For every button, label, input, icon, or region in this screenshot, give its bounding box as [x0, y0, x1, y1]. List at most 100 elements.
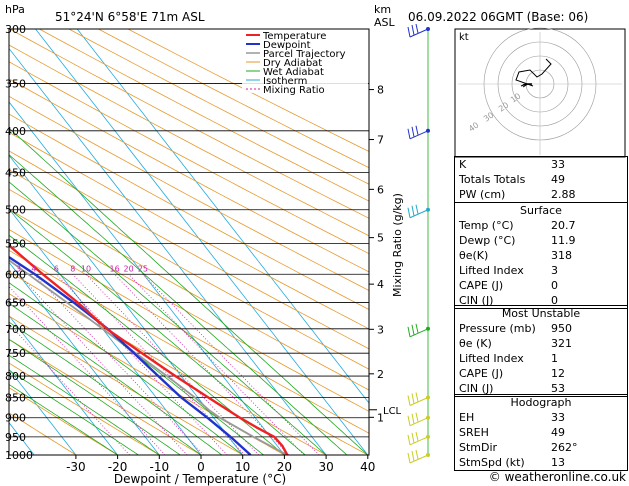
wind-barb: [407, 125, 430, 140]
temperature-tick-label: -20: [108, 460, 128, 474]
pressure-tick-label: 700: [5, 323, 26, 336]
table-row: PW (cm) 2.88: [459, 188, 576, 201]
temperature-tick-label: 40: [360, 460, 375, 474]
copyright: © weatheronline.co.uk: [489, 470, 626, 484]
wind-barb: [407, 412, 430, 427]
dry-adiabat-line: [68, 29, 369, 185]
table-row: CIN (J) 0: [459, 294, 558, 307]
mixing-ratio-label: 20: [124, 264, 134, 273]
mixing-ratio-line: [9, 322, 130, 455]
isotherm-line: [9, 261, 160, 455]
pressure-tick-label: 550: [5, 237, 26, 250]
pressure-tick-label: 800: [5, 370, 26, 383]
wet-adiabat-line: [9, 338, 181, 455]
wet-adiabat-line: [9, 234, 285, 455]
wet-adiabat-line: [9, 369, 139, 455]
hodograph-trace: [515, 58, 552, 87]
dry-adiabat-line: [39, 29, 369, 202]
pressure-tick-label: 450: [5, 166, 26, 179]
x-axis-title: Dewpoint / Temperature (°C): [114, 472, 286, 486]
series-line-temperature: [9, 243, 289, 455]
temperature-tick-label: -30: [66, 460, 86, 474]
height-tick-label: 8: [377, 84, 384, 97]
pressure-tick-label: 500: [5, 204, 26, 217]
height-tick-label: 6: [377, 183, 384, 196]
height-tick-label: 3: [377, 323, 384, 336]
legend-temperature: Temperature: [262, 31, 326, 42]
dry-adiabat-line: [9, 387, 118, 455]
legend-mixing-ratio: Mixing Ratio: [263, 85, 325, 96]
height-tick-label: 5: [377, 232, 384, 245]
pressure-tick-label: 1000: [5, 449, 33, 462]
wind-barb: [407, 204, 430, 219]
dry-adiabat-line: [98, 29, 369, 169]
mixing-ratio-label: 3: [16, 264, 21, 273]
mixing-ratio-line: [56, 274, 228, 455]
table-row: θe (K) 321: [459, 337, 572, 350]
table-row: StmDir 262°: [459, 441, 578, 454]
pressure-tick-label: 900: [5, 412, 26, 425]
temperature-tick-label: -10: [149, 460, 169, 474]
table-row: K 33: [459, 158, 565, 171]
isotherm-line: [9, 101, 285, 455]
dry-adiabat-line: [9, 315, 243, 455]
dry-adiabat-line: [9, 44, 369, 237]
mixing-ratio-label: 6: [54, 264, 59, 273]
table-row: EH 33: [459, 411, 565, 424]
mixing-ratio-label: 25: [138, 264, 148, 273]
table-row: Lifted Index 1: [459, 352, 558, 365]
legend-dewpoint: Dewpoint: [263, 40, 311, 51]
hodograph: kt 10 20 30 40: [454, 27, 626, 158]
profiles: [9, 243, 289, 455]
pressure-tick-label: 650: [5, 297, 26, 310]
dry-adiabat-line: [9, 293, 285, 455]
isotherm-line: [35, 29, 369, 455]
indices-table: K 33 Totals Totals 49 PW (cm) 2.88: [455, 157, 625, 202]
isobars: [9, 28, 369, 456]
hodograph-table-title: Hodograph: [510, 396, 572, 409]
table-row: Totals Totals 49: [459, 173, 565, 186]
hodograph-table: EH 33 SREH 49 StmDir 262° StmSpd (kt) 13: [455, 410, 625, 470]
pressure-tick-label: 750: [5, 347, 26, 360]
mixing-ratio-label: 16: [110, 264, 120, 273]
dry-adiabat-line: [127, 29, 369, 152]
table-row: CIN (J) 53: [459, 382, 565, 395]
pressure-tick-label: 850: [5, 391, 26, 404]
wet-adiabat-line: [9, 383, 118, 455]
series-line-dewpoint: [9, 255, 252, 455]
hodograph-kt-label: kt: [459, 32, 469, 43]
mixing-ratio-line: [18, 274, 188, 455]
date-title: 06.09.2022 06GMT (Base: 06): [408, 10, 588, 24]
unstable-box: Most Unstable Pressure (mb) 950 θe (K) 321…: [454, 305, 628, 397]
dry-adiabat-line: [9, 78, 369, 273]
isotherm-line: [9, 315, 118, 455]
legend: Temperature Dewpoint Parcel Trajectory D…: [242, 30, 368, 96]
dry-adiabat-line: [9, 29, 369, 219]
wind-barbs: [407, 23, 430, 464]
isotherm-line: [9, 47, 327, 455]
table-row: θe(K) 318: [459, 249, 572, 262]
pressure-axis: 300 350 400 450 500 550 600 650 700 750 800 850 900 9…: [5, 23, 33, 462]
pressure-tick-label: 400: [5, 125, 26, 138]
hodograph-table-box: Hodograph EH 33 SREH 49 StmDir 262° StmSpd …: [454, 394, 628, 471]
wind-barb: [407, 449, 430, 464]
legend-isotherm: Isotherm: [263, 76, 307, 87]
legend-parcel: Parcel Trajectory: [263, 49, 346, 60]
legend-wet-adiabat: Wet Adiabat: [263, 67, 324, 78]
wet-adiabat-line: [9, 259, 264, 455]
indices-box: K 33 Totals Totals 49 PW (cm) 2.88: [454, 156, 628, 203]
unstable-table: Pressure (mb) 950 θe (K) 321 Lifted Index 1…: [455, 321, 625, 396]
dry-adiabat-line: [9, 61, 369, 255]
wind-barb: [407, 23, 430, 38]
height-tick-label: 7: [377, 134, 384, 147]
height-tick-label: 4: [377, 278, 384, 291]
wet-adiabat-line: [9, 321, 202, 455]
mixing-ratio-axis-title: Mixing Ratio (g/kg): [391, 193, 404, 297]
temperature-tick-label: 0: [197, 460, 205, 474]
pressure-tick-label: 950: [5, 431, 26, 444]
asl-label: ASL: [374, 16, 396, 29]
pressure-tick-label: 600: [5, 268, 26, 281]
table-row: StmSpd (kt) 13: [459, 456, 565, 469]
